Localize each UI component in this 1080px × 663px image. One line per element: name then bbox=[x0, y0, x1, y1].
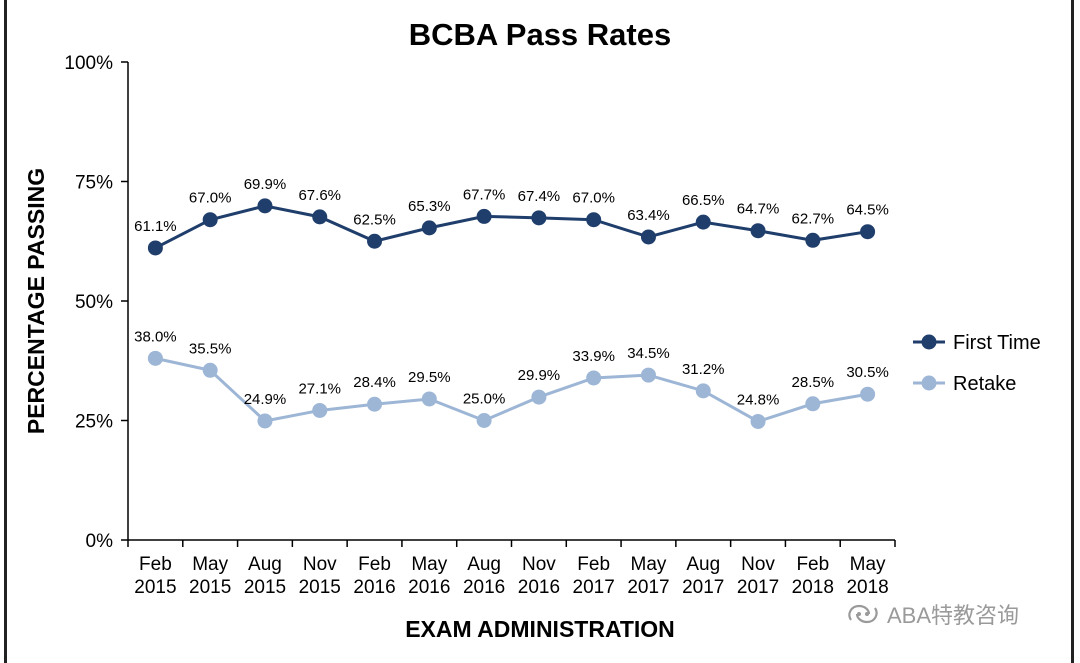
x-tick-label: May 2016 bbox=[408, 554, 450, 598]
data-point-first-time bbox=[860, 224, 876, 240]
y-axis-title: PERCENTAGE PASSING bbox=[23, 168, 49, 434]
data-label: 35.5% bbox=[189, 340, 232, 357]
data-point-retake bbox=[476, 413, 492, 428]
legend-swatch-marker bbox=[921, 375, 937, 391]
data-point-retake bbox=[147, 350, 163, 366]
data-point-retake bbox=[750, 413, 766, 429]
data-point-retake bbox=[805, 396, 821, 412]
x-tick-label: May 2018 bbox=[846, 554, 888, 598]
data-label: 67.4% bbox=[518, 188, 561, 205]
x-tick-label: Nov 2015 bbox=[299, 554, 341, 598]
data-label: 67.7% bbox=[463, 186, 506, 203]
data-point-first-time bbox=[147, 240, 163, 256]
x-tick-label: May 2017 bbox=[627, 554, 669, 598]
data-label: 64.5% bbox=[846, 202, 889, 219]
x-tick-label: Aug 2017 bbox=[682, 554, 724, 598]
x-tick-label: Aug 2015 bbox=[244, 554, 286, 598]
wechat-official-account-icon bbox=[848, 604, 878, 624]
y-tick-label: 50% bbox=[75, 292, 113, 313]
data-point-retake bbox=[312, 402, 328, 418]
x-tick-label: May 2015 bbox=[189, 554, 231, 598]
data-label: 24.8% bbox=[737, 391, 780, 408]
x-axis-title: EXAM ADMINISTRATION bbox=[405, 616, 675, 642]
data-point-retake bbox=[640, 367, 656, 383]
data-point-retake bbox=[421, 391, 437, 407]
y-tick-label: 75% bbox=[75, 173, 113, 194]
data-point-first-time bbox=[257, 198, 273, 214]
data-label: 67.0% bbox=[572, 190, 615, 207]
data-label: 67.6% bbox=[298, 187, 341, 204]
data-point-first-time bbox=[531, 210, 547, 226]
series-line-retake bbox=[155, 356, 868, 424]
x-tick-label: Feb 2016 bbox=[353, 554, 395, 598]
data-point-first-time bbox=[805, 232, 821, 248]
data-label: 61.1% bbox=[134, 218, 177, 235]
data-point-first-time bbox=[640, 229, 656, 245]
data-label: 28.5% bbox=[792, 374, 835, 391]
data-point-first-time bbox=[421, 220, 437, 236]
data-point-retake bbox=[367, 396, 383, 412]
watermark-text: ABA特教咨询 bbox=[887, 603, 1020, 628]
image-frame bbox=[4, 0, 1074, 663]
data-point-first-time bbox=[750, 223, 766, 239]
y-tick-label: 100% bbox=[64, 53, 113, 74]
data-label: 38.0% bbox=[134, 328, 177, 345]
data-label: 27.1% bbox=[298, 380, 341, 397]
y-tick-label: 0% bbox=[86, 531, 114, 552]
data-label: 29.9% bbox=[518, 367, 561, 384]
chart-title: BCBA Pass Rates bbox=[409, 17, 671, 52]
data-label: 29.5% bbox=[408, 369, 451, 386]
data-point-retake bbox=[695, 383, 711, 399]
x-tick-label: Feb 2018 bbox=[792, 554, 834, 598]
data-point-retake bbox=[202, 362, 218, 378]
data-label: 62.7% bbox=[792, 210, 835, 227]
x-tick-label: Aug 2016 bbox=[463, 554, 505, 598]
data-label: 30.5% bbox=[846, 364, 889, 381]
data-point-first-time bbox=[476, 208, 492, 224]
data-label: 31.2% bbox=[682, 361, 725, 378]
data-label: 63.4% bbox=[627, 207, 670, 224]
data-label: 62.5% bbox=[353, 211, 396, 228]
legend-entry: Retake bbox=[953, 373, 1016, 395]
data-point-first-time bbox=[695, 214, 711, 230]
data-label: 69.9% bbox=[244, 176, 287, 193]
data-point-retake bbox=[257, 413, 273, 429]
data-point-first-time bbox=[586, 212, 602, 228]
data-label: 34.5% bbox=[627, 345, 670, 362]
data-label: 28.4% bbox=[353, 374, 396, 391]
data-label: 65.3% bbox=[408, 198, 451, 215]
watermark: ABA特教咨询 bbox=[845, 598, 1019, 630]
x-tick-label: Nov 2017 bbox=[737, 554, 779, 598]
data-point-retake bbox=[586, 370, 602, 386]
data-point-first-time bbox=[367, 233, 383, 249]
x-tick-label: Nov 2016 bbox=[518, 554, 560, 598]
data-point-retake bbox=[531, 389, 547, 405]
x-tick-label: Feb 2015 bbox=[134, 554, 176, 598]
data-point-retake bbox=[860, 386, 876, 402]
series-line-first-time bbox=[154, 204, 868, 250]
data-label: 64.7% bbox=[737, 201, 780, 218]
data-point-first-time bbox=[312, 209, 328, 225]
data-label: 25.0% bbox=[463, 391, 506, 408]
legend-swatch-marker bbox=[921, 334, 937, 350]
data-label: 24.9% bbox=[244, 391, 287, 408]
legend-entry: First Time bbox=[953, 332, 1041, 354]
data-label: 33.9% bbox=[572, 348, 615, 365]
data-label: 66.5% bbox=[682, 192, 725, 209]
data-label: 67.0% bbox=[189, 190, 232, 207]
data-point-first-time bbox=[202, 212, 218, 228]
y-tick-label: 25% bbox=[75, 412, 113, 433]
x-tick-label: Feb 2017 bbox=[573, 554, 615, 598]
